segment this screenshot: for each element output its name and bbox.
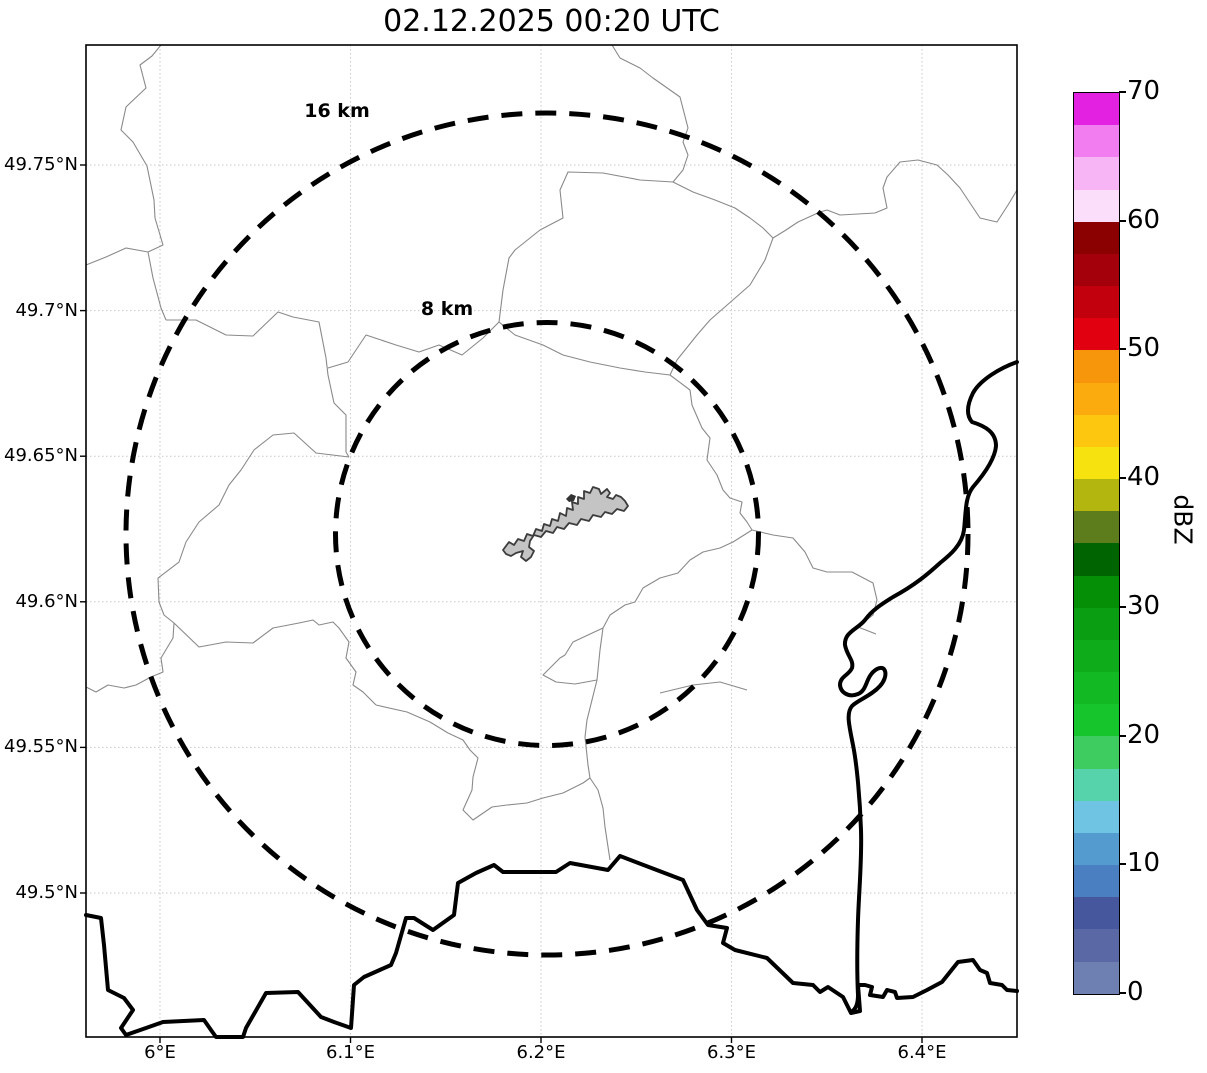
range-ring-16km-label: 16 km (304, 100, 370, 122)
admin-boundary-path (166, 311, 327, 359)
admin-boundary-path (584, 627, 611, 861)
colorbar-tick-label: 40 (1127, 462, 1161, 493)
colorbar-tick-label: 50 (1127, 333, 1161, 364)
admin-boundary-path (772, 159, 1018, 239)
colorbar-segment (1074, 350, 1119, 383)
admin-boundary-path (669, 374, 753, 531)
admin-boundary-path (672, 181, 774, 239)
range-ring-8km (333, 320, 761, 748)
admin-boundary-path (85, 247, 149, 266)
colorbar-segment (1074, 189, 1119, 222)
country-border-path (84, 854, 1019, 1039)
range-rings (123, 110, 971, 958)
colorbar-tick-mark (1119, 91, 1126, 93)
colorbar-tick-mark (1119, 348, 1126, 351)
colorbar-segment (1074, 672, 1119, 705)
colorbar-segment (1074, 511, 1119, 544)
colorbar-tick-label: 60 (1127, 204, 1161, 235)
y-tick-label: 49.7°N (15, 299, 78, 321)
range-ring-8km-label: 8 km (420, 298, 474, 320)
colorbar-segment (1074, 414, 1119, 447)
colorbar-tick-mark (1119, 734, 1126, 737)
colorbar-segment (1074, 382, 1119, 415)
colorbar-segment (1074, 575, 1119, 608)
colorbar-segment (1074, 286, 1119, 319)
colorbar-segment (1074, 897, 1119, 930)
colorbar-tick-mark (1119, 863, 1126, 866)
colorbar-segment (1074, 768, 1119, 801)
x-tick-label: 6.1°E (326, 1042, 375, 1063)
y-tick-label: 49.65°N (4, 445, 78, 467)
colorbar-segment (1074, 961, 1119, 994)
colorbar-segment (1074, 543, 1119, 576)
colorbar-segment (1074, 479, 1119, 512)
colorbar-axis-label: dBZ (1168, 494, 1198, 545)
axis-tick-marks (80, 164, 923, 1043)
plot-title: 02.12.2025 00:20 UTC (383, 4, 720, 39)
admin-boundary-path (173, 619, 377, 706)
graticule-grid (86, 45, 1017, 1037)
city-core-marker (566, 494, 576, 502)
y-tick-label: 49.6°N (15, 590, 78, 612)
colorbar-tick-mark (1119, 605, 1126, 608)
admin-boundary-path (542, 529, 753, 685)
colorbar-segment (1074, 221, 1119, 254)
x-tick-label: 6°E (144, 1042, 176, 1063)
colorbar-segment (1074, 318, 1119, 351)
river-border-path (838, 360, 1019, 1014)
admin-boundary-path (669, 237, 774, 376)
range-ring-16km (123, 110, 971, 958)
colorbar-tick-label: 10 (1127, 848, 1161, 879)
colorbar-tick-label: 0 (1127, 977, 1144, 1007)
colorbar-segment (1074, 929, 1119, 962)
admin-boundary-path (120, 44, 167, 321)
admin-boundary-path (325, 357, 350, 458)
colorbar-tick-label: 70 (1127, 76, 1161, 106)
colorbar-segment (1074, 704, 1119, 737)
y-tick-label: 49.55°N (4, 736, 78, 758)
admin-boundary-path (498, 171, 674, 323)
colorbar-tick-mark (1119, 219, 1126, 222)
colorbar-segment (1074, 832, 1119, 866)
colorbar-segment (1074, 93, 1119, 126)
colorbar-tick-mark (1119, 477, 1126, 480)
colorbar-segment (1074, 639, 1119, 673)
y-tick-label: 49.5°N (15, 882, 78, 903)
colorbar-segment (1074, 736, 1119, 769)
colorbar-segment (1074, 607, 1119, 640)
country-borders (84, 360, 1019, 1039)
colorbar-segment (1074, 125, 1119, 158)
colorbar-segment (1074, 865, 1119, 898)
colorbar-tick-label: 30 (1127, 590, 1161, 621)
city-area (502, 486, 629, 562)
admin-boundary-path (659, 681, 748, 694)
city-area-polygon (502, 486, 629, 562)
x-tick-label: 6.2°E (516, 1042, 566, 1063)
colorbar-segment (1074, 446, 1119, 480)
colorbar-tick-mark (1119, 992, 1126, 994)
y-tick-label: 49.75°N (4, 154, 78, 175)
plot-frame (85, 44, 1018, 1038)
colorbar (1073, 92, 1120, 995)
x-tick-label: 6.4°E (897, 1042, 947, 1063)
admin-boundary-path (375, 704, 591, 821)
colorbar-segment (1074, 157, 1119, 190)
x-tick-label: 6.3°E (707, 1042, 756, 1063)
colorbar-segment (1074, 253, 1119, 287)
admin-boundary-path (611, 44, 689, 183)
colorbar-tick-label: 20 (1127, 719, 1161, 750)
admin-boundary-path (751, 529, 878, 635)
admin-boundary-path (85, 432, 350, 693)
admin-boundary-path (327, 321, 671, 376)
colorbar-segment (1074, 800, 1119, 833)
admin-boundaries (85, 44, 1018, 861)
